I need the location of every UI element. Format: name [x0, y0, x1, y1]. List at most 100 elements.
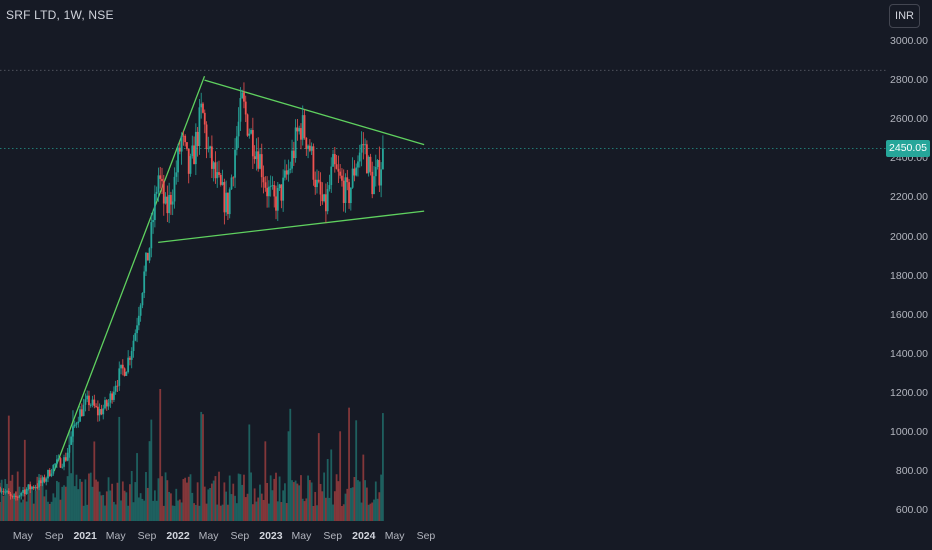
candle: [219, 172, 222, 187]
candle: [118, 361, 121, 391]
candle: [280, 184, 283, 209]
candle-body: [191, 145, 194, 157]
candle: [166, 185, 169, 222]
chart-title: SRF LTD, 1W, NSE: [6, 8, 114, 22]
candle-body: [70, 436, 73, 445]
candle: [187, 148, 190, 184]
volume-bar: [191, 492, 194, 521]
price-chart[interactable]: [0, 0, 886, 526]
candle: [212, 160, 215, 182]
candle-body: [234, 149, 236, 178]
currency-button[interactable]: INR: [889, 4, 920, 28]
candle-body: [307, 145, 309, 149]
candle: [376, 159, 379, 170]
candle-body: [150, 222, 153, 249]
volume-bar: [328, 497, 331, 521]
candle-body: [219, 174, 222, 185]
candle: [182, 130, 185, 146]
volume-bar: [353, 476, 356, 521]
volume-bar: [278, 476, 281, 521]
candle-body: [189, 156, 192, 174]
candle: [200, 92, 203, 119]
candle: [145, 252, 147, 276]
candle-body: [104, 400, 106, 409]
candle: [374, 154, 377, 187]
candle: [326, 181, 329, 215]
volume-bar: [54, 497, 57, 521]
volume-bar: [63, 485, 65, 521]
candle-body: [223, 182, 226, 213]
volume-bar: [178, 499, 181, 521]
volume-bar: [109, 490, 112, 521]
volume-bar: [285, 503, 288, 521]
volume-bar: [303, 501, 306, 521]
volume-bar: [367, 504, 370, 521]
volume-bar: [228, 475, 231, 521]
candle-body: [360, 144, 363, 153]
volume-bar: [77, 489, 80, 521]
volume-bar: [260, 493, 263, 521]
candle: [29, 481, 32, 494]
candle-body: [305, 137, 308, 149]
candle: [2, 488, 5, 496]
candle: [113, 386, 115, 403]
candle-body: [11, 495, 14, 497]
volume-bar: [360, 502, 363, 521]
candle-body: [241, 92, 244, 99]
volume-bar: [170, 493, 172, 521]
candle-body: [120, 364, 122, 369]
candle-body: [330, 166, 333, 186]
candle-body: [134, 333, 137, 341]
volume-bar: [382, 413, 384, 521]
volume-bar: [86, 504, 89, 521]
price-axis[interactable]: 3000.00 2800.00 2600.00 2400.00 2200.00 2000.…: [886, 0, 932, 520]
candle-body: [332, 154, 334, 167]
candle-body: [25, 489, 28, 495]
volume-bar: [216, 504, 219, 521]
candle: [27, 484, 30, 491]
candle-body: [227, 192, 229, 215]
candle-body: [148, 248, 151, 261]
candle-body: [109, 393, 112, 403]
y-tick-label: 1000.00: [890, 426, 928, 438]
candle: [362, 132, 365, 160]
candle-body: [111, 393, 114, 400]
candle: [257, 137, 260, 172]
candle-body: [15, 495, 17, 498]
volume-bar: [68, 430, 71, 521]
candle: [344, 173, 347, 213]
candle-body: [136, 325, 138, 334]
time-axis[interactable]: May Sep 2021 May Sep 2022 May Sep 2023 May Sep 2024…: [0, 526, 886, 550]
candle-body: [266, 187, 269, 197]
candle-body: [376, 160, 379, 167]
candle-body: [105, 400, 108, 407]
candle: [194, 123, 197, 176]
support-rising-trendline: [53, 75, 206, 472]
candle-body: [228, 189, 231, 215]
volume-bar: [198, 505, 201, 521]
candle: [300, 123, 302, 150]
candle: [155, 186, 158, 201]
candle: [241, 89, 244, 100]
candle-body: [16, 497, 19, 498]
volume-bar: [41, 482, 44, 521]
candle-body: [64, 457, 67, 461]
candle: [178, 142, 181, 155]
candle: [259, 148, 261, 170]
volume-bar: [259, 484, 261, 521]
candle-body: [314, 179, 317, 188]
volume-bar: [59, 499, 62, 521]
candle: [248, 128, 251, 139]
candle: [57, 454, 60, 461]
volume-bar: [137, 497, 140, 521]
volume-bar: [39, 474, 42, 521]
candle-body: [348, 182, 350, 204]
candle-body: [162, 181, 165, 204]
candle-body: [38, 480, 40, 488]
candle: [202, 102, 204, 114]
candle-body: [54, 463, 57, 465]
candle-body: [180, 135, 183, 152]
volume-bar: [344, 493, 347, 521]
volume-bar: [66, 476, 69, 521]
volume-bar: [296, 483, 299, 521]
